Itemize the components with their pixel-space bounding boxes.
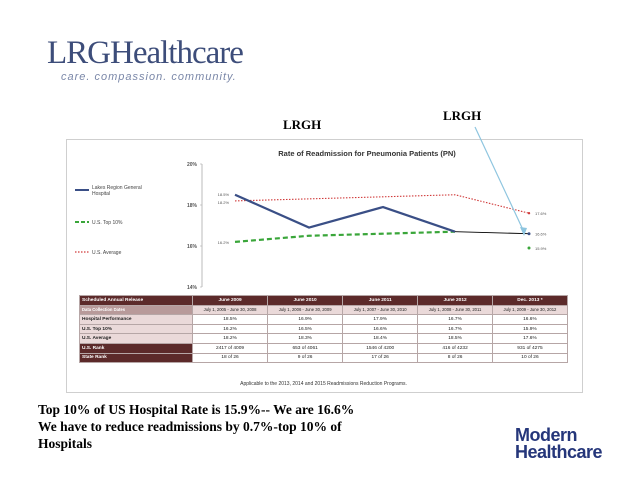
legend-label: Lakes Region General Hospital <box>92 185 142 197</box>
table-header-col: June 2009 <box>191 295 269 306</box>
logo-tagline: care. compassion. community. <box>61 71 237 83</box>
legend-label: U.S. Top 10% <box>92 220 123 226</box>
series-line <box>234 193 456 233</box>
table-cell: July 1, 2008 - June 30, 2011 <box>417 304 493 316</box>
slide-caption: Top 10% of US Hospital Rate is 15.9%-- W… <box>38 401 354 452</box>
table-cell: 15.9% <box>491 323 569 335</box>
series-point <box>527 212 531 215</box>
start-value-label: 18.2% <box>218 200 230 205</box>
table-cell: 17.6% <box>491 333 569 344</box>
y-tick-label: 16% <box>187 244 198 250</box>
y-tick-label: 14% <box>187 285 198 291</box>
table-cell: 16.7% <box>417 323 493 335</box>
table-row: Data Collection Dates July 1, 2005 - Jun… <box>79 304 569 316</box>
table-cell: 16.2% <box>191 323 269 335</box>
table-header-col: June 2012 <box>417 295 493 306</box>
table-cell: July 1, 2006 - June 30, 2009 <box>267 304 344 316</box>
table-header-row: Scheduled Annual Release June 2009 June … <box>79 295 569 306</box>
annotation-line <box>454 231 530 235</box>
chart-title: Rate of Readmission for Pneumonia Patien… <box>278 149 456 158</box>
table-row: U.S. Average 18.2% 18.3% 18.4% 18.5% 17.… <box>79 333 569 344</box>
chart-svg: Rate of Readmission for Pneumonia Patien… <box>75 149 547 291</box>
series-line <box>234 230 456 243</box>
y-tick-label: 20% <box>187 162 198 168</box>
logo-name-a: LRG <box>47 35 111 71</box>
legend-label-line: Hospital <box>92 191 110 197</box>
lrg-healthcare-logo: LRGHealthcare care. compassion. communit… <box>47 35 244 84</box>
series-point <box>527 246 531 250</box>
caption-line-3: Hospitals <box>38 436 93 451</box>
y-tick-label: 18% <box>187 203 198 209</box>
table-cell: 18.2% <box>191 333 269 344</box>
table-cell: 10 of 26 <box>491 352 569 364</box>
table-cell: 653 of 4061 <box>267 342 344 354</box>
table-cell: 17 of 26 <box>342 352 419 364</box>
table-row-label: U.S. Average <box>79 333 193 344</box>
table-row-label: U.S. Rank <box>79 342 193 354</box>
end-value-label: 17.6% <box>535 211 547 216</box>
table-cell: 16.5% <box>267 323 344 335</box>
table-cell: 9 of 26 <box>267 352 344 364</box>
caption-line-2: We have to reduce readmissions by 0.7%-t… <box>38 419 342 434</box>
table-header-col: June 2011 <box>342 295 419 306</box>
table-cell: 2417 of 4009 <box>191 342 269 354</box>
table-footnote: Applicable to the 2013, 2014 and 2015 Re… <box>240 381 407 387</box>
legend-label-line: Lakes Region General <box>92 185 142 191</box>
table-cell: July 1, 2005 - June 30, 2008 <box>191 304 269 316</box>
table-row-label: State Rank <box>79 352 193 364</box>
mh-line-2: Healthcare <box>515 442 603 462</box>
table-cell: 18.5% <box>191 314 269 325</box>
table-row: Hospital Performance 18.5% 16.9% 17.9% 1… <box>79 314 569 325</box>
table-cell: 16.6% <box>342 323 419 335</box>
table-cell: 416 of 4232 <box>417 342 493 354</box>
start-value-label: 18.5% <box>218 192 230 197</box>
table-row: State Rank 18 of 26 9 of 26 17 of 26 8 o… <box>79 352 569 364</box>
end-value-label: 15.9% <box>535 246 547 251</box>
mh-line-1: Modern <box>515 425 578 445</box>
caption-line-1: Top 10% of US Hospital Rate is 15.9%-- W… <box>38 402 355 417</box>
table-cell: 17.9% <box>342 314 419 325</box>
annotation-label-right: LRGH <box>443 108 482 123</box>
table-row-label: Hospital Performance <box>79 314 193 325</box>
table-row: U.S. Rank 2417 of 4009 653 of 4061 1546 … <box>79 342 569 354</box>
readmission-table: Scheduled Annual Release June 2009 June … <box>79 295 569 364</box>
table-cell: 16.7% <box>417 314 493 325</box>
series-line <box>234 194 530 214</box>
table-row: U.S. Top 10% 16.2% 16.5% 16.6% 16.7% 15.… <box>79 323 569 335</box>
table-cell: 18.3% <box>267 333 344 344</box>
logo-wordmark: LRGHealthcare <box>47 35 244 71</box>
table-cell: 931 of 4275 <box>491 342 569 354</box>
legend-label: U.S. Average <box>92 250 122 256</box>
table-cell: 16.6% <box>491 314 569 325</box>
table-row-label: U.S. Top 10% <box>79 323 193 335</box>
table-row-label: Data Collection Dates <box>79 304 193 316</box>
table-cell: 8 of 26 <box>417 352 493 364</box>
table-cell: 1546 of 4200 <box>342 342 419 354</box>
end-value-label: 16.6% <box>535 232 547 237</box>
table-cell: July 1, 2007 - June 30, 2010 <box>342 304 419 316</box>
table-cell: 18 of 26 <box>191 352 269 364</box>
table-cell: July 1, 2009 - June 30, 2012 <box>491 304 569 316</box>
table-header-col: June 2010 <box>267 295 344 306</box>
table-cell: 18.5% <box>417 333 493 344</box>
table-header-col: Dec. 2013 * <box>491 295 569 306</box>
logo-name-b: Healthcare <box>110 35 244 71</box>
series-point <box>527 232 531 236</box>
modern-healthcare-logo: Modern Healthcare <box>515 425 603 462</box>
annotation-label-mid: LRGH <box>283 117 322 132</box>
table-cell: 16.9% <box>267 314 344 325</box>
table-cell: 18.4% <box>342 333 419 344</box>
start-value-label: 16.2% <box>218 240 230 245</box>
table-header-label: Scheduled Annual Release <box>79 295 193 306</box>
